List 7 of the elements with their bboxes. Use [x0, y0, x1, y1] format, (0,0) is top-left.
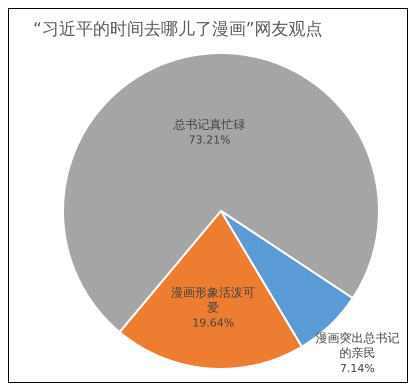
data-label: 19.64%	[192, 316, 234, 330]
slice-label: 漫画突出总书记的亲民	[315, 331, 400, 360]
slice-label: 漫画形象活泼可爱	[171, 286, 256, 315]
slice-label: 总书记真忙碌	[172, 118, 246, 132]
chart-title: “习近平的时间去哪儿了漫画”网友观点	[33, 20, 323, 40]
data-label: 7.14%	[340, 362, 375, 375]
data-label: 73.21%	[188, 133, 231, 146]
